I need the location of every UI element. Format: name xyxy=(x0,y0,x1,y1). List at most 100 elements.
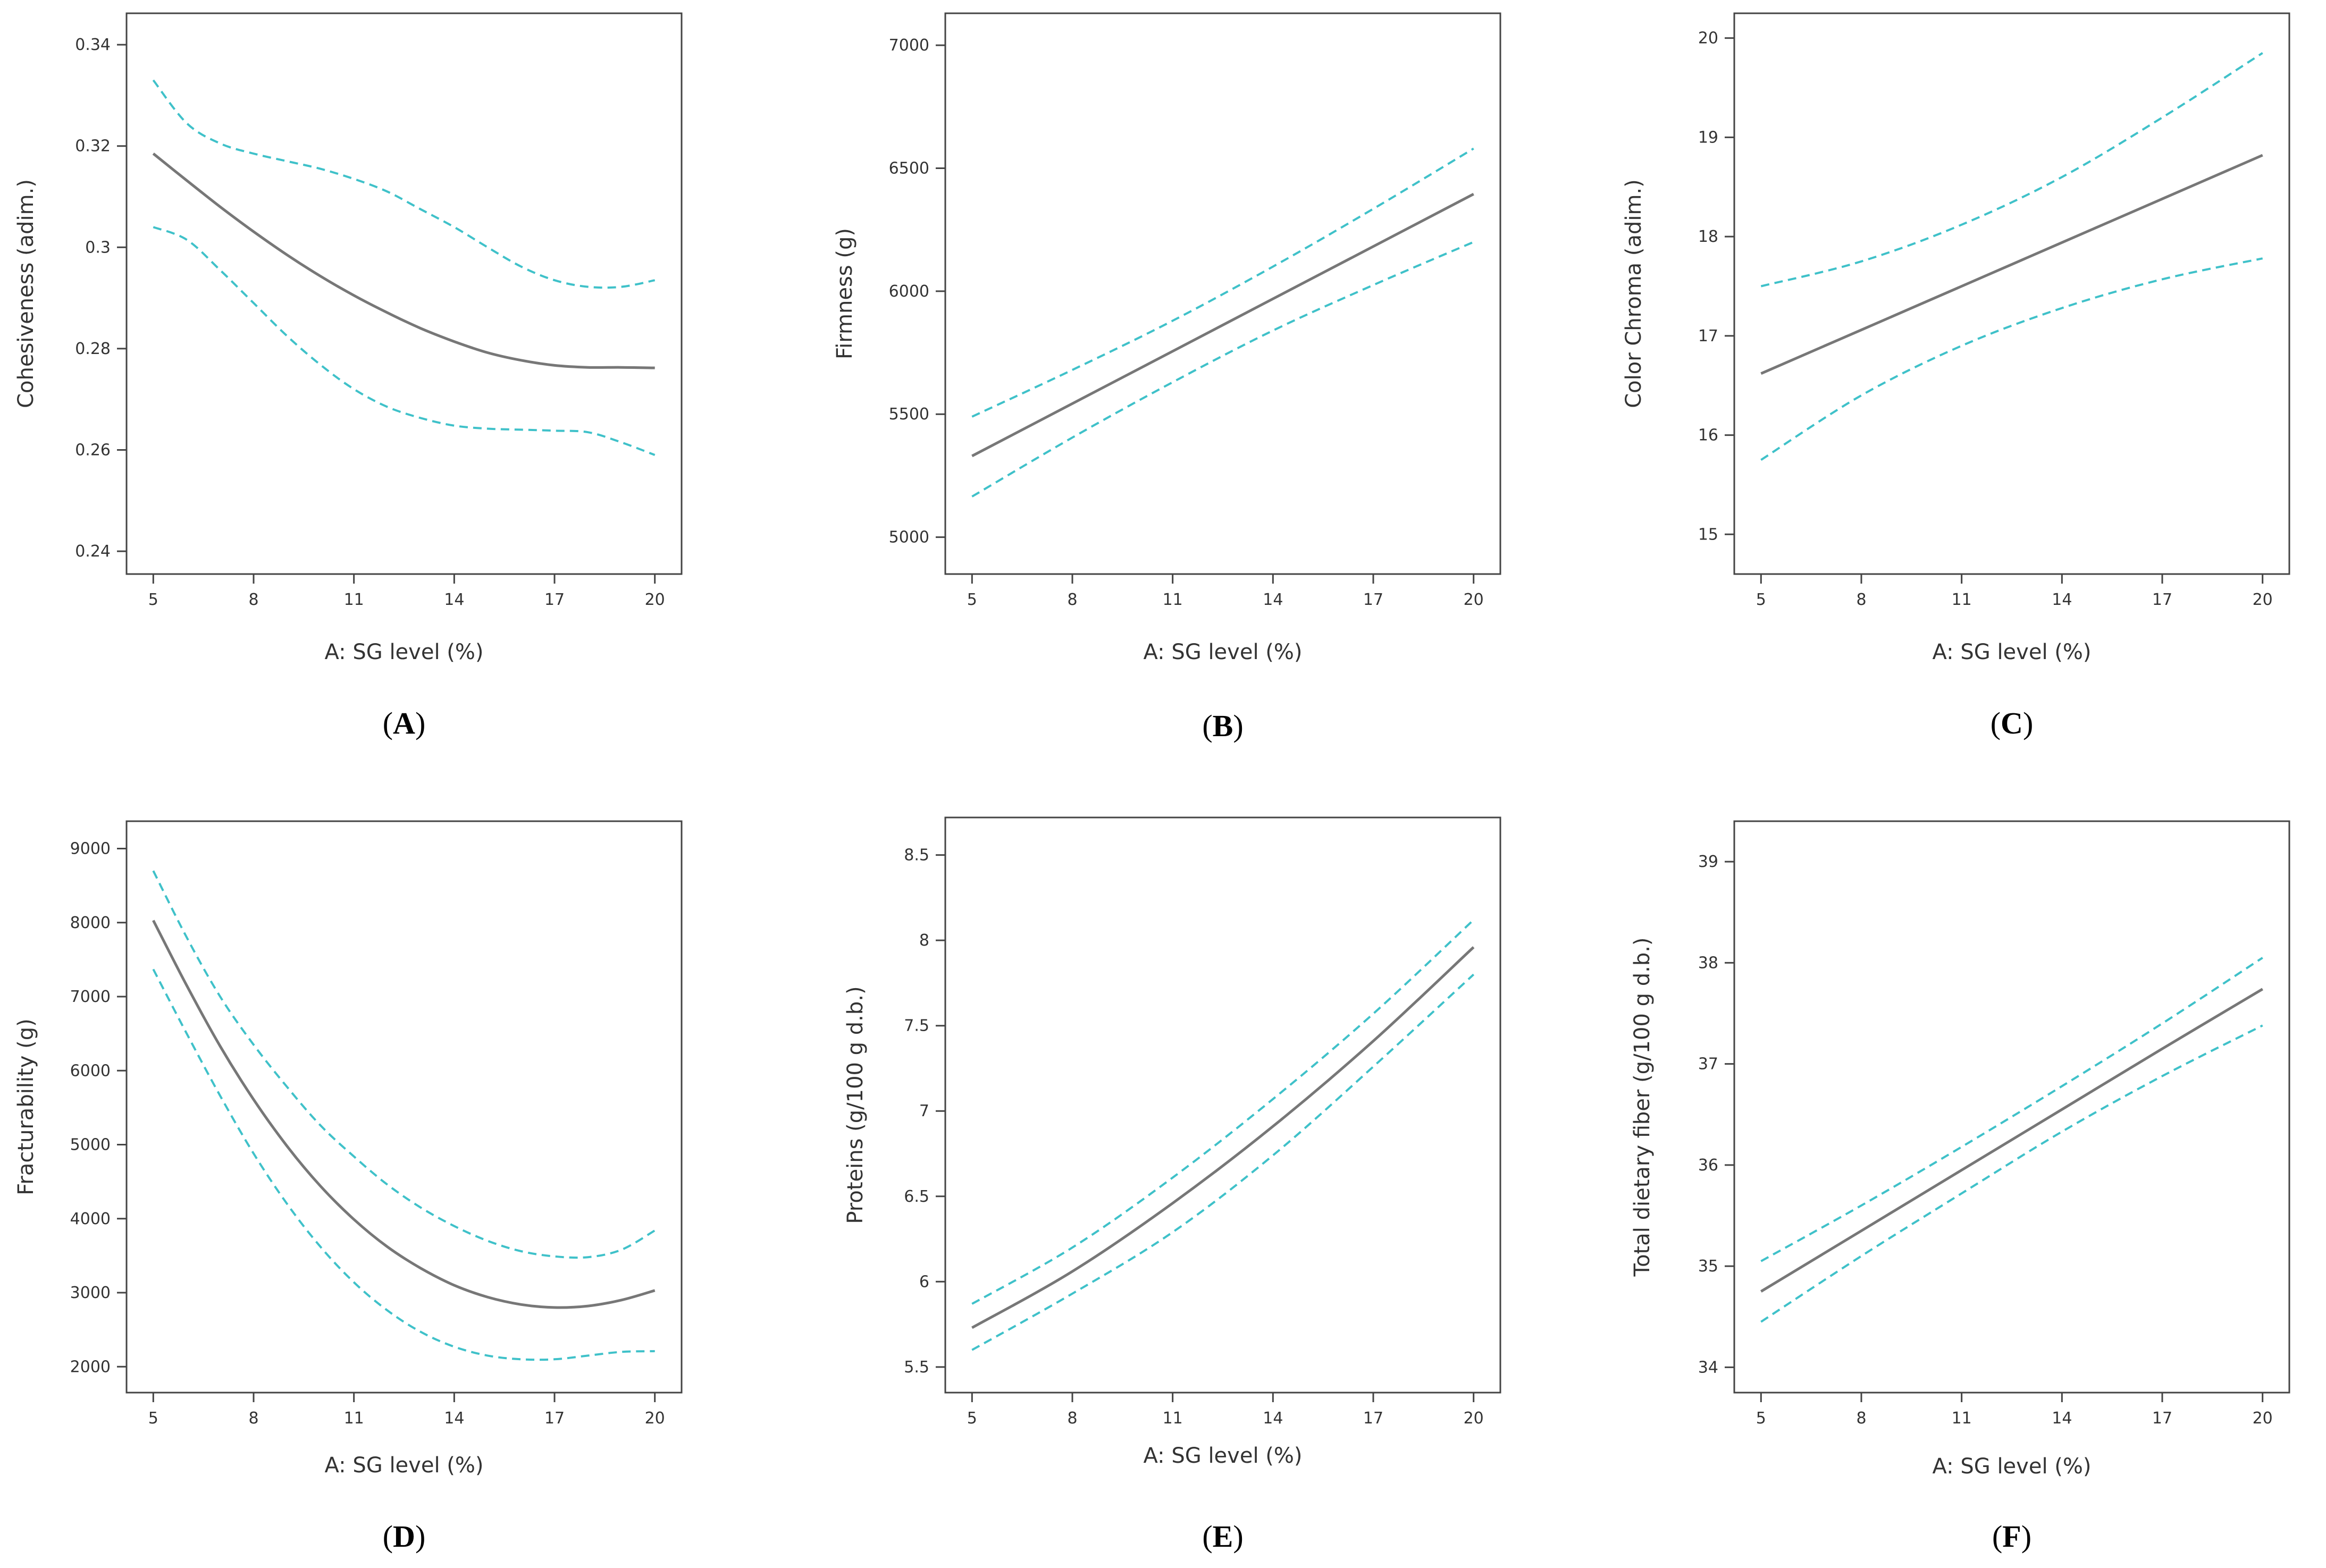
panel-label: (C) xyxy=(1991,706,2034,740)
x-tick-label: 14 xyxy=(1263,1409,1283,1428)
x-tick-label: 14 xyxy=(444,591,464,609)
prediction-line xyxy=(152,153,655,369)
chart-panel-c: 5 8 11 14 17 20 15 16 17 18 19 20 A: SG level (%) Col… xyxy=(1622,12,2290,740)
chart-panel-d: 5 8 11 14 17 20 2000 3000 4000 5000 6000 7000 8000 90… xyxy=(14,820,683,1554)
y-axis-label: Proteins (g/100 g d.b.) xyxy=(843,986,868,1224)
panel-label: (A) xyxy=(383,706,426,740)
x-tick-label: 11 xyxy=(1163,1409,1183,1428)
y-tick-label: 36 xyxy=(1698,1156,1718,1175)
x-tick-label: 5 xyxy=(148,1409,158,1428)
chart-panel-b: 5 8 11 14 17 20 5000 5500 6000 6500 7000 A: SG leve… xyxy=(833,12,1501,743)
x-tick-label: 17 xyxy=(544,1409,565,1428)
y-tick-label: 8000 xyxy=(70,914,111,932)
chart-panel-e: 5 8 11 14 17 20 5.5 6 6.5 7 7.5 8 8.5 A: SG level (%)… xyxy=(843,816,1501,1554)
prediction-line xyxy=(152,920,656,1309)
upper-ci-line xyxy=(1760,52,2263,288)
x-tick-label: 20 xyxy=(645,591,665,609)
y-tick-label: 7000 xyxy=(889,36,929,55)
upper-ci-line xyxy=(152,870,656,1259)
y-tick-label: 16 xyxy=(1698,426,1718,445)
chart-panel-a: 5 8 11 14 17 20 0.24 0.26 0.28 0.3 0.32 0.34 A: SG l… xyxy=(14,12,683,740)
prediction-line xyxy=(971,192,1474,458)
x-tick-label: 14 xyxy=(2052,1409,2072,1428)
x-tick-label: 5 xyxy=(1756,1409,1766,1428)
prediction-line xyxy=(1760,154,2263,375)
x-tick-label: 11 xyxy=(1952,1409,1972,1428)
lower-ci-line xyxy=(152,968,655,1361)
plot-frame xyxy=(125,12,683,575)
x-tick-label: 17 xyxy=(1363,591,1383,609)
x-tick-label: 8 xyxy=(1067,1409,1077,1428)
x-tick-label: 8 xyxy=(1067,591,1077,609)
upper-ci-line xyxy=(971,919,1475,1305)
x-tick-label: 11 xyxy=(344,1409,364,1428)
x-axis-label: A: SG level (%) xyxy=(1932,1454,2091,1479)
y-axis-label: Firmness (g) xyxy=(833,228,857,359)
panel-letter: C xyxy=(2001,706,2023,740)
y-tick-label: 8 xyxy=(919,931,929,950)
y-tick-label: 35 xyxy=(1698,1257,1718,1276)
y-axis-label: Cohesiveness (adim.) xyxy=(14,179,38,408)
y-tick-label: 7 xyxy=(919,1102,929,1120)
plot-frame xyxy=(944,816,1501,1394)
y-tick-label: 39 xyxy=(1698,853,1718,871)
y-tick-label: 0.34 xyxy=(75,36,111,54)
prediction-line xyxy=(971,946,1475,1329)
y-tick-label: 19 xyxy=(1698,128,1718,147)
x-tick-label: 5 xyxy=(967,591,977,609)
upper-ci-line xyxy=(152,79,656,289)
x-axis-label: A: SG level (%) xyxy=(324,1453,483,1478)
y-tick-label: 34 xyxy=(1698,1358,1718,1377)
x-tick-label: 11 xyxy=(1952,591,1972,609)
y-tick-label: 38 xyxy=(1698,954,1718,972)
prediction-line xyxy=(1760,988,2263,1293)
y-tick-label: 5.5 xyxy=(904,1358,929,1377)
panel-letter: A xyxy=(393,706,415,740)
y-tick-label: 2000 xyxy=(70,1358,111,1376)
y-tick-label: 7.5 xyxy=(904,1017,929,1035)
x-tick-label: 8 xyxy=(248,591,258,609)
x-tick-label: 20 xyxy=(1464,591,1484,609)
y-tick-label: 6.5 xyxy=(904,1187,929,1206)
lower-ci-line xyxy=(1760,1024,2263,1323)
x-tick-label: 14 xyxy=(444,1409,464,1428)
y-tick-label: 6 xyxy=(919,1272,929,1291)
panel-letter: B xyxy=(1213,709,1233,743)
y-tick-label: 20 xyxy=(1698,29,1718,48)
plot-frame xyxy=(1733,820,2290,1394)
x-tick-label: 14 xyxy=(1263,591,1283,609)
y-tick-label: 7000 xyxy=(70,988,111,1006)
plot-frame xyxy=(1733,12,2290,575)
y-tick-label: 8.5 xyxy=(904,846,929,865)
x-tick-label: 20 xyxy=(1464,1409,1484,1428)
x-tick-label: 17 xyxy=(1363,1409,1383,1428)
x-axis-label: A: SG level (%) xyxy=(1143,640,1302,664)
x-tick-label: 8 xyxy=(248,1409,258,1428)
x-axis-label: A: SG level (%) xyxy=(1932,640,2091,664)
y-tick-label: 6000 xyxy=(889,282,929,301)
x-tick-label: 20 xyxy=(645,1409,665,1428)
x-tick-label: 17 xyxy=(544,591,565,609)
x-tick-label: 20 xyxy=(2253,591,2273,609)
y-tick-label: 9000 xyxy=(70,840,111,858)
y-tick-label: 15 xyxy=(1698,525,1718,544)
y-axis-label: Fracturability (g) xyxy=(14,1018,38,1195)
x-tick-label: 17 xyxy=(2152,1409,2172,1428)
y-tick-label: 5000 xyxy=(70,1136,111,1154)
x-tick-label: 17 xyxy=(2152,591,2172,609)
y-axis-label: Total dietary fiber (g/100 g d.b.) xyxy=(1630,937,1655,1277)
y-tick-label: 0.28 xyxy=(75,340,111,358)
y-tick-label: 4000 xyxy=(70,1210,111,1228)
y-tick-label: 5500 xyxy=(889,405,929,424)
x-axis-label: A: SG level (%) xyxy=(1143,1444,1302,1468)
y-tick-label: 18 xyxy=(1698,227,1718,246)
x-tick-label: 5 xyxy=(967,1409,977,1428)
x-tick-label: 5 xyxy=(1756,591,1766,609)
x-tick-label: 20 xyxy=(2253,1409,2273,1428)
y-tick-label: 6000 xyxy=(70,1061,111,1080)
y-tick-label: 17 xyxy=(1698,327,1718,345)
panel-label: (D) xyxy=(383,1519,426,1554)
upper-ci-line xyxy=(971,147,1474,418)
panel-letter: F xyxy=(2002,1519,2021,1554)
